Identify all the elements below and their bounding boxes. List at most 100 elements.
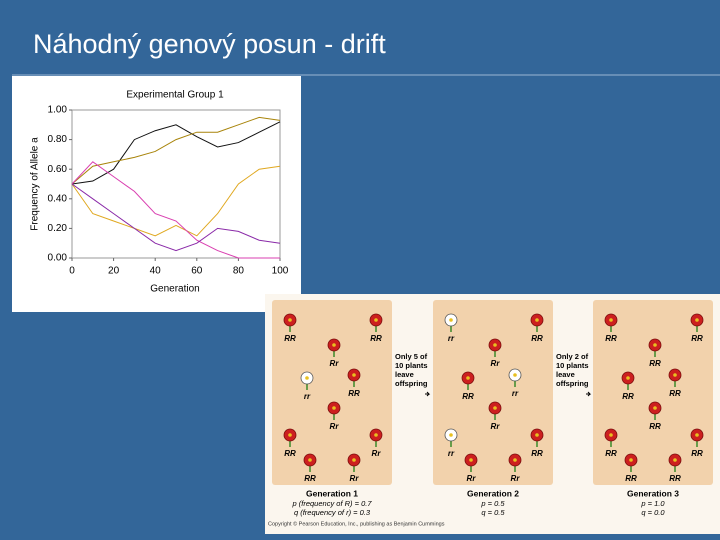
data-line	[71, 165, 281, 237]
flower-center	[695, 318, 699, 322]
genotype-label: RR	[605, 449, 617, 458]
copyright: Copyright © Pearson Education, Inc., pub…	[268, 520, 445, 527]
genotype-label: RR	[304, 474, 316, 483]
q-frequency: q = 0.0	[641, 508, 665, 517]
flower-center	[469, 458, 473, 462]
y-tick-label: 0.40	[48, 193, 68, 204]
x-tick-label: 100	[272, 266, 289, 277]
x-tick-label: 40	[150, 266, 162, 277]
data-line	[71, 183, 281, 252]
genotype-label: RR	[669, 389, 681, 398]
genotype-label: RR	[462, 392, 474, 401]
y-tick-label: 0.00	[48, 253, 68, 264]
genotype-label: rr	[512, 389, 519, 398]
genotype-label: RR	[622, 392, 634, 401]
flower-center	[305, 376, 309, 380]
flower-center	[673, 373, 677, 377]
q-frequency: q (frequency of r) = 0.3	[294, 508, 371, 517]
flower-center	[695, 433, 699, 437]
flower-center	[466, 376, 470, 380]
y-tick-label: 0.20	[48, 223, 68, 234]
slide-title: Náhodný genový posun - drift	[33, 29, 386, 59]
genotype-label: rr	[448, 334, 455, 343]
flower-center	[493, 406, 497, 410]
y-tick-label: 1.00	[48, 105, 68, 116]
x-tick-label: 60	[191, 266, 203, 277]
genotype-label: RR	[370, 334, 382, 343]
y-tick-label: 0.80	[48, 134, 68, 145]
genotype-label: rr	[304, 392, 311, 401]
flower-center	[332, 406, 336, 410]
transition-text: leave	[395, 370, 414, 379]
flower-center	[609, 433, 613, 437]
genotype-label: RR	[284, 334, 296, 343]
flower-center	[513, 458, 517, 462]
genotype-label: RR	[649, 422, 661, 431]
x-axis-label: Generation	[150, 284, 199, 295]
genotype-label: RR	[605, 334, 617, 343]
y-axis-label: Frequency of Allele a	[30, 137, 41, 231]
y-tick-label: 0.60	[48, 164, 68, 175]
flower-center	[449, 318, 453, 322]
transition-text: leave	[556, 370, 575, 379]
genotype-label: RR	[625, 474, 637, 483]
flower-center	[673, 458, 677, 462]
flower-center	[653, 343, 657, 347]
flower-center	[288, 318, 292, 322]
generation-panel	[272, 300, 392, 485]
genotype-label: RR	[531, 334, 543, 343]
x-tick-label: 80	[233, 266, 245, 277]
flower-center	[374, 433, 378, 437]
genotype-label: RR	[691, 334, 703, 343]
genotype-label: Rr	[491, 422, 501, 431]
generation-panel	[433, 300, 553, 485]
genotype-label: RR	[531, 449, 543, 458]
chart-title: Experimental Group 1	[126, 90, 224, 101]
generation-title: Generation 2	[467, 488, 519, 498]
arrow	[586, 391, 592, 397]
genotype-label: Rr	[330, 359, 340, 368]
flower-center	[308, 458, 312, 462]
genotype-label: Rr	[467, 474, 477, 483]
generation-title: Generation 1	[306, 488, 358, 498]
flower-center	[449, 433, 453, 437]
generation-title: Generation 3	[627, 488, 679, 498]
genotype-label: RR	[691, 449, 703, 458]
transition-text: Only 5 of	[395, 352, 428, 361]
flower-center	[332, 343, 336, 347]
transition-text: 10 plants	[395, 361, 428, 370]
p-frequency: p = 1.0	[640, 499, 665, 508]
genotype-label: RR	[649, 359, 661, 368]
transition-text: Only 2 of	[556, 352, 589, 361]
p-frequency: p (frequency of R) = 0.7	[292, 499, 373, 508]
flower-center	[352, 458, 356, 462]
flower-center	[288, 433, 292, 437]
transition-text: offspring	[395, 379, 428, 388]
genotype-label: rr	[448, 449, 455, 458]
x-tick-label: 0	[69, 266, 75, 277]
data-line	[71, 116, 281, 185]
flower-center	[653, 406, 657, 410]
flower-center	[609, 318, 613, 322]
genotype-label: Rr	[372, 449, 382, 458]
q-frequency: q = 0.5	[481, 508, 505, 517]
flower-center	[493, 343, 497, 347]
genotype-label: Rr	[511, 474, 521, 483]
flower-center	[513, 373, 517, 377]
flower-center	[374, 318, 378, 322]
genotype-label: RR	[669, 474, 681, 483]
genotype-label: Rr	[491, 359, 501, 368]
genotype-label: RR	[348, 389, 360, 398]
arrow	[425, 391, 431, 397]
flower-center	[535, 433, 539, 437]
x-tick-label: 20	[108, 266, 120, 277]
transition-text: 10 plants	[556, 361, 589, 370]
data-line	[71, 121, 281, 185]
flower-center	[629, 458, 633, 462]
p-frequency: p = 0.5	[480, 499, 505, 508]
flower-center	[352, 373, 356, 377]
chart-panel	[12, 76, 301, 312]
flower-center	[535, 318, 539, 322]
genotype-label: Rr	[350, 474, 360, 483]
